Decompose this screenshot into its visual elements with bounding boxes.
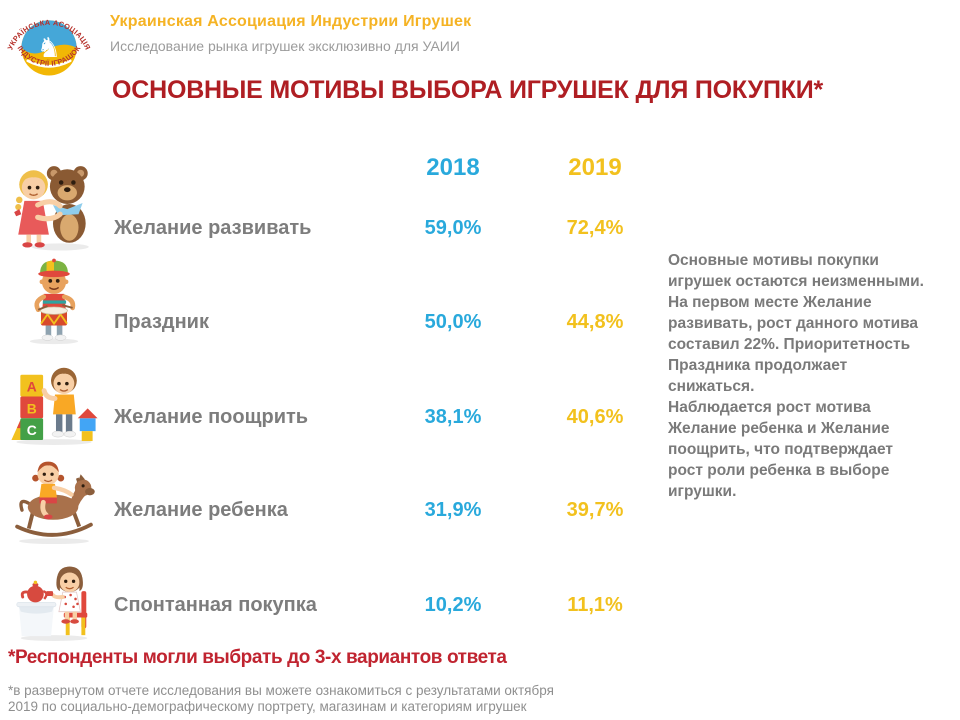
illustration-girl-hugging-teddy-bear (6, 158, 102, 252)
value-2018: 10,2% (424, 594, 482, 616)
value-2018: 59,0% (424, 217, 482, 239)
table-row: Праздник 50,0% 44,8% (0, 308, 960, 336)
association-logo-badge: ♞ УКРАЇНСЬКА АСОЦІАЦІЯ ІНДУСТРІЇ ІГРАШОК (6, 18, 92, 76)
table-row: Желание развивать 59,0% 72,4% (0, 214, 960, 242)
value-2019: 44,8% (566, 311, 624, 333)
table-row: Желание ребенка 31,9% 39,7% (0, 496, 960, 524)
respondents-footnote: *Респонденты могли выбрать до 3-х вариан… (8, 647, 507, 668)
value-2018: 38,1% (424, 406, 482, 428)
block-letter-a: A (27, 379, 37, 395)
illustration-boy-playing-drum (6, 253, 102, 346)
value-2018: 31,9% (424, 499, 482, 521)
illustration-girl-tea-party (6, 552, 102, 642)
commentary-text: Основные мотивы покупки игрушек остаются… (668, 252, 924, 500)
org-subtitle: Исследование рынка игрушек эксклюзивно д… (110, 38, 460, 54)
illustration-girl-on-rocking-horse (6, 449, 102, 546)
column-header-2019: 2019 (568, 154, 622, 181)
illustration-boy-stacking-blocks: A B C (6, 347, 102, 446)
rocking-horse-icon: ♞ (37, 32, 62, 63)
report-footnote: *в развернутом отчете исследования вы мо… (8, 683, 554, 714)
motive-label: Спонтанная покупка (114, 594, 317, 616)
slide-title: ОСНОВНЫЕ МОТИВЫ ВЫБОРА ИГРУШЕК ДЛЯ ПОКУП… (112, 76, 824, 104)
value-2019: 11,1% (567, 594, 623, 616)
logo-blue-half (21, 20, 77, 54)
motive-label: Желание развивать (114, 217, 312, 239)
table-row: Желание поощрить 38,1% 40,6% (0, 403, 960, 431)
association-logo: ♞ УКРАЇНСЬКА АСОЦІАЦІЯ ІНДУСТРІЇ ІГРАШОК (3, 1, 95, 93)
table-row: Спонтанная покупка 10,2% 11,1% (0, 591, 960, 619)
value-2019: 72,4% (566, 217, 624, 239)
motive-label: Желание ребенка (114, 499, 288, 521)
value-2019: 40,6% (566, 406, 624, 428)
block-letter-c: C (27, 422, 37, 438)
motive-label: Желание поощрить (114, 406, 309, 428)
org-name: Украинская Ассоциация Индустрии Игрушек (110, 13, 472, 30)
column-header-2018: 2018 (426, 154, 480, 181)
motive-label: Праздник (114, 311, 209, 333)
block-letter-b: B (27, 400, 37, 416)
value-2019: 39,7% (566, 499, 624, 521)
rocker-arc (26, 59, 72, 68)
value-2018: 50,0% (424, 311, 482, 333)
